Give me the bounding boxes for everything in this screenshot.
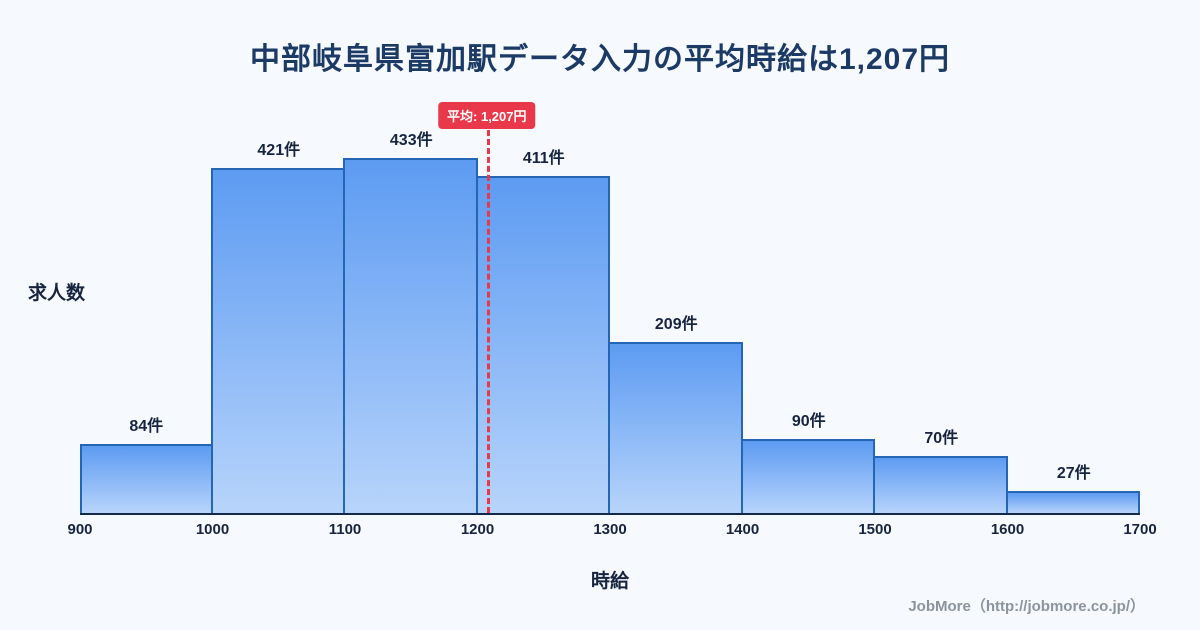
x-tick-label: 1000 [195, 521, 230, 538]
footer-credit: JobMore（http://jobmore.co.jp/） [908, 598, 1145, 615]
bar-value-label: 27件 [1056, 465, 1091, 482]
x-tick-label: 1600 [990, 521, 1025, 538]
bar [80, 444, 213, 513]
bar-value-label: 84件 [129, 418, 164, 435]
bar-value-label: 90件 [791, 413, 826, 430]
x-tick-label: 1700 [1123, 521, 1157, 538]
x-tick-label: 1300 [593, 521, 627, 538]
mean-line [486, 130, 490, 513]
bar-value-label: 209件 [654, 316, 698, 333]
x-tick-label: 1400 [725, 521, 760, 538]
bar-value-label: 433件 [389, 132, 433, 149]
chart-title: 中部岐阜県富加駅データ入力の平均時給は1,207円 [249, 43, 951, 76]
plot-area: 平均: 1,207円 84件 421件 433件 411件 209件 90件 70件 27件 [80, 102, 1140, 515]
x-tick-label: 1500 [858, 521, 892, 538]
bar-value-label: 70件 [924, 430, 959, 447]
x-tick-label: 1200 [460, 521, 495, 538]
bar [1005, 491, 1140, 513]
histogram-chart: 平均: 1,207円 84件 421件 433件 411件 209件 90件 70件 27件 [80, 102, 1140, 515]
x-axis-ticks: 900 1000 1100 1200 1300 1400 1500 1600 1700 [67, 521, 1156, 541]
bar [210, 168, 345, 513]
bar [740, 439, 875, 513]
bar [608, 342, 743, 513]
y-axis-label: 求人数 [28, 283, 86, 304]
x-tick-label: 900 [67, 521, 93, 538]
mean-badge: 平均: 1,207円 [438, 102, 536, 129]
x-tick-label: 1100 [328, 521, 362, 538]
bar-value-label: 421件 [257, 142, 301, 159]
bar [343, 158, 478, 513]
bar [475, 176, 610, 513]
bar [873, 456, 1008, 513]
bar-value-label: 411件 [522, 150, 565, 167]
x-axis-label: 時給 [590, 571, 629, 592]
